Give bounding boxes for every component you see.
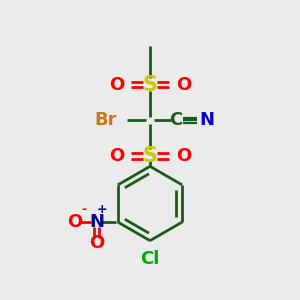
Text: -: -	[82, 202, 87, 215]
Text: N: N	[199, 111, 214, 129]
Text: O: O	[89, 235, 104, 253]
Text: Br: Br	[95, 111, 117, 129]
Text: O: O	[109, 76, 124, 94]
Text: O: O	[176, 147, 191, 165]
Text: S: S	[142, 146, 158, 166]
Text: N: N	[89, 213, 104, 231]
Text: C: C	[169, 111, 183, 129]
Text: +: +	[97, 202, 107, 215]
Text: Cl: Cl	[140, 250, 160, 268]
Text: O: O	[109, 147, 124, 165]
Text: O: O	[68, 213, 82, 231]
Text: O: O	[176, 76, 191, 94]
Text: S: S	[142, 75, 158, 94]
